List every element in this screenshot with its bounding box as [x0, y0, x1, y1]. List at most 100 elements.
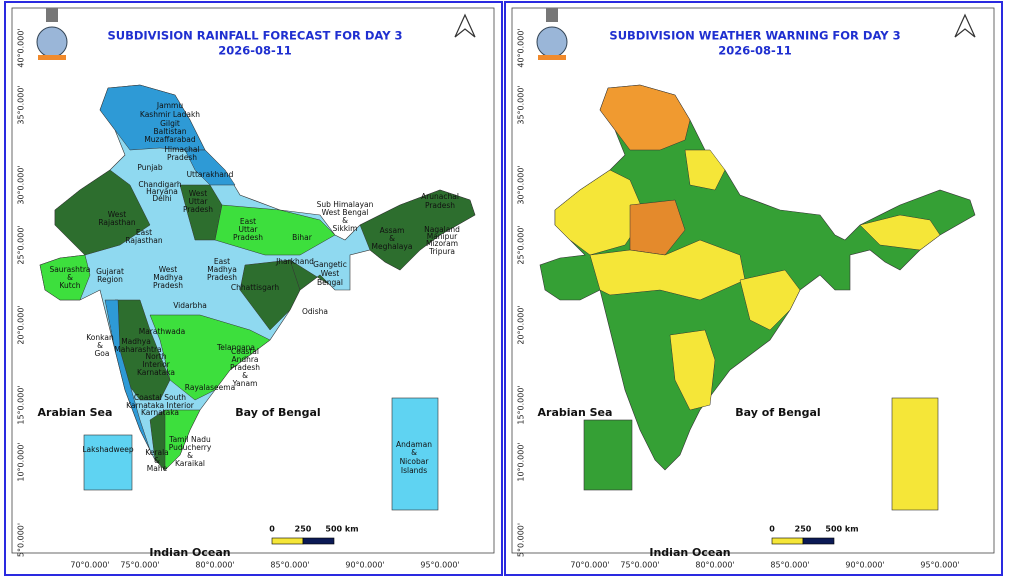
- longitude-label: 80°0.000': [195, 561, 234, 570]
- region-label: Sikkim: [333, 224, 358, 233]
- subdivision: [184, 149, 236, 186]
- region-label: Kashmir Ladakh: [140, 110, 200, 119]
- region-label: Rayalaseema: [185, 383, 235, 392]
- region-label: North: [146, 352, 167, 361]
- scale-label: 500 km: [325, 525, 358, 534]
- region-label: Uttar: [188, 197, 208, 206]
- region-label: &: [154, 456, 160, 465]
- region-label: Pradesh: [153, 281, 183, 290]
- region-label: Odisha: [302, 307, 328, 316]
- scale-bar: [302, 537, 335, 545]
- region-label: Haryana: [146, 187, 178, 196]
- region-label: Region: [97, 275, 123, 284]
- region-label: Himachal: [164, 145, 199, 154]
- region-label: &: [389, 234, 395, 243]
- subdivision: [54, 169, 151, 256]
- latitude-label: 10°0.000': [517, 442, 526, 481]
- latitude-label: 25°0.000': [517, 225, 526, 264]
- logo-flag: [38, 55, 66, 60]
- latitude-label: 5°0.000': [517, 523, 526, 557]
- region-label: Konkan: [86, 333, 114, 342]
- subdivision: [214, 204, 336, 256]
- region-label: Assam: [380, 226, 405, 235]
- latitude-label: 35°0.000': [17, 85, 26, 124]
- scale-label: 0: [269, 525, 275, 534]
- region-label: Maharashtra: [114, 345, 161, 354]
- region-label: West Bengal: [322, 208, 369, 217]
- longitude-label: 95°0.000': [420, 561, 459, 570]
- logo-emblem: [46, 8, 58, 22]
- region-label: Interior: [142, 360, 170, 369]
- region-label: Jharkhand: [275, 257, 314, 266]
- region-label: Bengal: [317, 278, 343, 287]
- region-label: Tamil Nadu: [168, 435, 211, 444]
- region-label: Nicobar: [400, 457, 430, 466]
- region-label: Pradesh: [183, 205, 213, 214]
- region-label: Andhra: [231, 355, 258, 364]
- subdivision: [684, 149, 726, 191]
- scale-label: 250: [795, 525, 812, 534]
- region-label: Gangetic: [313, 260, 347, 269]
- logo: [36, 26, 68, 58]
- subdivision: [359, 189, 476, 271]
- region-label: &: [242, 371, 248, 380]
- region-label: Madhya: [153, 273, 183, 282]
- latitude-label: 35°0.000': [517, 85, 526, 124]
- map-date: 2026-08-11: [718, 44, 792, 58]
- longitude-label: 75°0.000': [620, 561, 659, 570]
- region-label: Marathwada: [139, 327, 186, 336]
- region-label: West: [159, 265, 177, 274]
- region-label: Madhya: [121, 337, 151, 346]
- rainfall-panel: SUBDIVISION RAINFALL FORECAST FOR DAY 32…: [4, 1, 503, 576]
- region-label: Telangana: [216, 343, 255, 352]
- scale-label: 0: [769, 525, 775, 534]
- latitude-label: 15°0.000': [17, 385, 26, 424]
- region-label: Tripura: [428, 247, 455, 256]
- andaman-inset: [391, 397, 439, 511]
- region-label: Bihar: [292, 233, 313, 242]
- region-label: East: [240, 217, 256, 226]
- region-label: Baltistan: [153, 127, 186, 136]
- region-label: Saurashtra: [49, 265, 90, 274]
- region-label: Vidarbha: [173, 301, 207, 310]
- sea-label: Indian Ocean: [149, 546, 230, 559]
- lakshadweep-inset: [83, 434, 133, 491]
- logo: [536, 26, 568, 58]
- region-label: Andaman: [396, 440, 432, 449]
- warning-panel: SUBDIVISION WEATHER WARNING FOR DAY 3202…: [504, 1, 1003, 576]
- longitude-label: 95°0.000': [920, 561, 959, 570]
- region-label: Jammu: [156, 101, 183, 110]
- latitude-label: 10°0.000': [17, 442, 26, 481]
- subdivision: [289, 259, 336, 291]
- longitude-label: 80°0.000': [695, 561, 734, 570]
- subdivision: [629, 199, 686, 256]
- longitude-label: 90°0.000': [845, 561, 884, 570]
- region-label: Uttarakhand: [187, 170, 234, 179]
- longitude-label: 85°0.000': [270, 561, 309, 570]
- latitude-label: 15°0.000': [517, 385, 526, 424]
- region-label: Coastal South: [134, 393, 186, 402]
- region-label: Sub Himalayan: [317, 200, 374, 209]
- region-label: Muzaffarabad: [144, 135, 196, 144]
- region-label: Kutch: [59, 281, 80, 290]
- region-label: Chandigarh: [138, 180, 181, 189]
- region-label: &: [342, 216, 348, 225]
- longitude-label: 70°0.000': [70, 561, 109, 570]
- region-label: Coastal: [231, 347, 259, 356]
- longitude-label: 75°0.000': [120, 561, 159, 570]
- region-label: Karnataka: [137, 368, 175, 377]
- subdivision: [149, 314, 271, 401]
- map-title: SUBDIVISION WEATHER WARNING FOR DAY 3: [609, 29, 900, 43]
- subdivision: [104, 299, 151, 451]
- scale-bar: [771, 537, 804, 545]
- map-frame: [11, 7, 495, 554]
- region-label: West: [108, 210, 126, 219]
- region-label: &: [411, 448, 417, 457]
- latitude-label: 20°0.000': [17, 305, 26, 344]
- subdivision: [149, 409, 166, 471]
- region-label: Pradesh: [167, 153, 197, 162]
- latitude-label: 30°0.000': [517, 165, 526, 204]
- region-label: Rajasthan: [98, 218, 136, 227]
- region-label: Lakshadweep: [82, 445, 133, 454]
